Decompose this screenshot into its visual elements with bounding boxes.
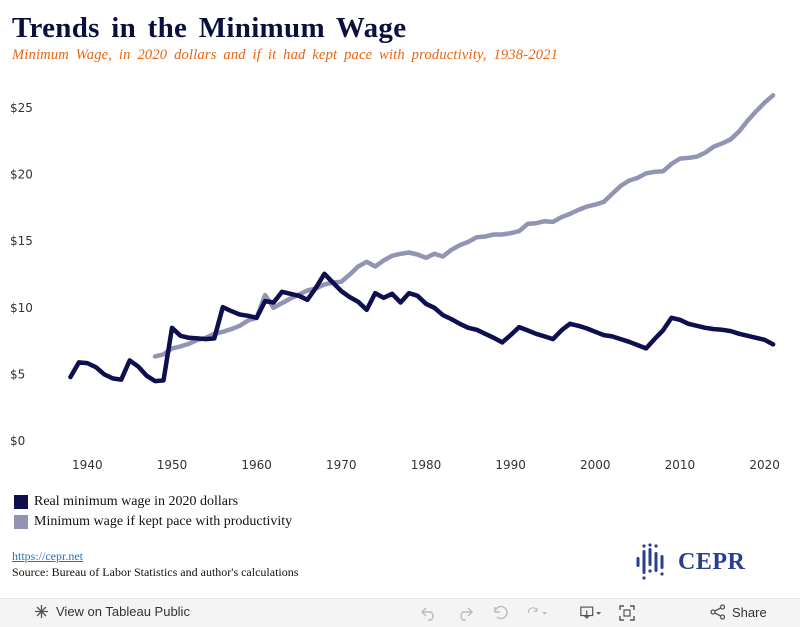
legend-label-productivity: Minimum wage if kept pace with productiv… xyxy=(34,514,293,529)
toolbar-actions xyxy=(418,603,652,623)
download-icon[interactable] xyxy=(580,603,602,623)
share-icon xyxy=(710,604,726,620)
tableau-icon xyxy=(35,605,48,618)
refresh-icon[interactable] xyxy=(526,603,548,623)
legend-swatch-real-wage xyxy=(14,495,28,509)
y-tick-label: $15 xyxy=(10,234,33,248)
x-tick-label: 1980 xyxy=(411,458,442,472)
y-tick-label: $25 xyxy=(10,101,33,115)
x-tick-label: 2000 xyxy=(580,458,611,472)
tableau-toolbar: View on Tableau Public Share xyxy=(0,598,800,627)
y-tick-label: $5 xyxy=(10,367,25,381)
legend-item-productivity[interactable]: Minimum wage if kept pace with productiv… xyxy=(14,512,292,532)
share-button[interactable]: Share xyxy=(710,604,767,620)
line-chart: $0 $5 $10 $15 $20 $25 1940 1950 1960 1970 1980 1990… xyxy=(10,93,780,472)
y-tick-label: $10 xyxy=(10,301,33,315)
redo-icon[interactable] xyxy=(454,603,476,623)
source-note: Source: Bureau of Labor Statistics and a… xyxy=(12,565,299,579)
y-tick-label: $20 xyxy=(10,168,33,182)
cepr-logo[interactable]: CEPR xyxy=(636,543,745,581)
x-tick-label: 2010 xyxy=(665,458,696,472)
view-on-tableau-button[interactable]: View on Tableau Public xyxy=(34,604,190,619)
share-label: Share xyxy=(732,604,767,620)
chart-subtitle: Minimum Wage, in 2020 dollars and if it … xyxy=(12,47,559,63)
cepr-logo-mark-icon xyxy=(636,543,664,580)
cepr-logo-text: CEPR xyxy=(678,548,746,575)
x-tick-label: 2020 xyxy=(749,458,780,472)
x-tick-label: 1960 xyxy=(241,458,272,472)
series-line-real-wage xyxy=(68,271,776,384)
legend-swatch-productivity xyxy=(14,515,28,529)
revert-icon[interactable] xyxy=(490,603,512,623)
chart-legend: Real minimum wage in 2020 dollars Minimu… xyxy=(14,492,292,532)
x-tick-label: 1990 xyxy=(495,458,526,472)
x-tick-label: 1970 xyxy=(326,458,357,472)
legend-label-real-wage: Real minimum wage in 2020 dollars xyxy=(34,494,239,509)
cepr-link[interactable]: https://cepr.net xyxy=(12,549,83,563)
fullscreen-icon[interactable] xyxy=(616,603,638,623)
x-tick-label: 1940 xyxy=(72,458,103,472)
chart-title: Trends in the Minimum Wage xyxy=(12,12,407,44)
undo-icon[interactable] xyxy=(418,603,440,623)
view-on-tableau-label: View on Tableau Public xyxy=(56,604,190,619)
x-tick-label: 1950 xyxy=(157,458,188,472)
legend-item-real-wage[interactable]: Real minimum wage in 2020 dollars xyxy=(14,492,292,512)
y-tick-label: $0 xyxy=(10,434,25,448)
